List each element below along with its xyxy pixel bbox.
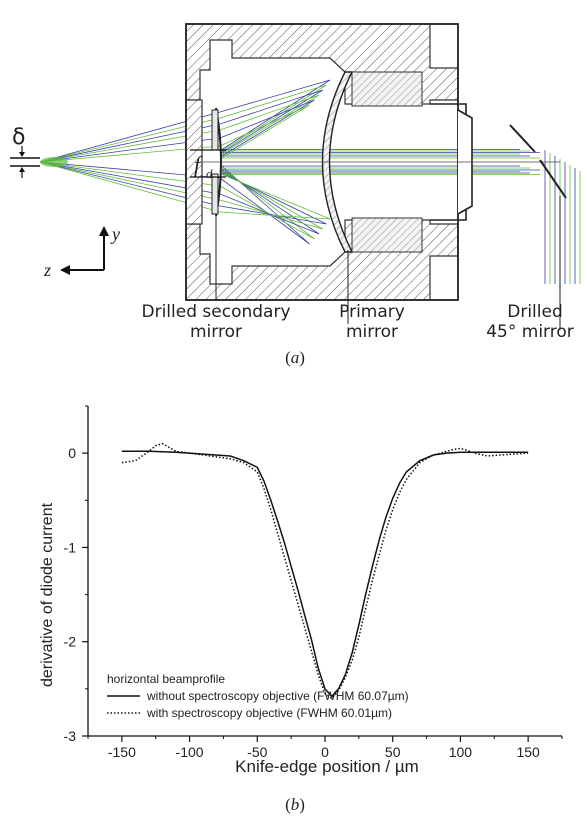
delta-marker: δ (10, 125, 40, 178)
y-tick-label: -3 (64, 728, 77, 744)
ray-line (39, 161, 520, 230)
series-without-objective (121, 450, 529, 698)
primary-mirror-label-line1: Primary (339, 302, 405, 322)
delta-label: δ (12, 125, 25, 150)
caption-a: (a) (285, 348, 305, 367)
x-tick-label: 150 (516, 744, 540, 760)
series-with-objective (121, 442, 529, 700)
x-tick-label: -150 (108, 744, 136, 760)
y-tick-label: 0 (68, 445, 76, 461)
ray-line (39, 79, 520, 163)
x-tick-label: 50 (385, 744, 401, 760)
45-mirror-label-line2: 45° mirror (486, 322, 574, 342)
ray-line (39, 161, 520, 245)
focal-spot (40, 157, 68, 167)
objective-schematic: δ f d y z Drilled secondary mirror Prima… (10, 23, 581, 367)
legend-entry-with: with spectroscopy objective (FWHM 60.01µ… (146, 706, 392, 720)
x-tick-label: -100 (176, 744, 204, 760)
fd-marker: f d (190, 149, 226, 181)
y-tick-label: -1 (64, 539, 77, 555)
axis-y-label: y (110, 224, 120, 244)
objective-housing (185, 23, 560, 301)
legend-entry-without: without spectroscopy objective (FWHM 60.… (146, 689, 409, 703)
legend: horizontal beamprofile without spectrosc… (107, 672, 409, 720)
x-tick-label: 100 (449, 744, 473, 760)
secondary-mirror-label-line1: Drilled secondary (142, 302, 291, 322)
ray-line (39, 94, 520, 163)
axis-z-label: z (43, 260, 51, 280)
secondary-mirror-label-line2: mirror (190, 322, 242, 342)
45-mirror-label-line1: Drilled (507, 302, 563, 322)
coordinate-axes: y z (43, 224, 120, 280)
caption-b: (b) (285, 795, 305, 814)
x-tick-label: -50 (247, 744, 267, 760)
drilled-45-mirror (509, 124, 567, 199)
ray-bundle (39, 79, 581, 284)
y-tick-label: -2 (64, 634, 77, 650)
legend-title: horizontal beamprofile (107, 672, 225, 686)
beamprofile-chart: -150 -100 -50 0 50 100 150 0 -1 -2 -3 derivative o… (39, 405, 563, 814)
x-tick-label: 0 (321, 744, 329, 760)
y-axis-label: derivative of diode current (39, 502, 56, 687)
x-axis-label: Knife-edge position / µm (235, 757, 419, 776)
primary-mirror-label-line2: mirror (346, 322, 398, 342)
fd-label: f (194, 152, 203, 177)
fd-subscript: d (206, 166, 213, 181)
